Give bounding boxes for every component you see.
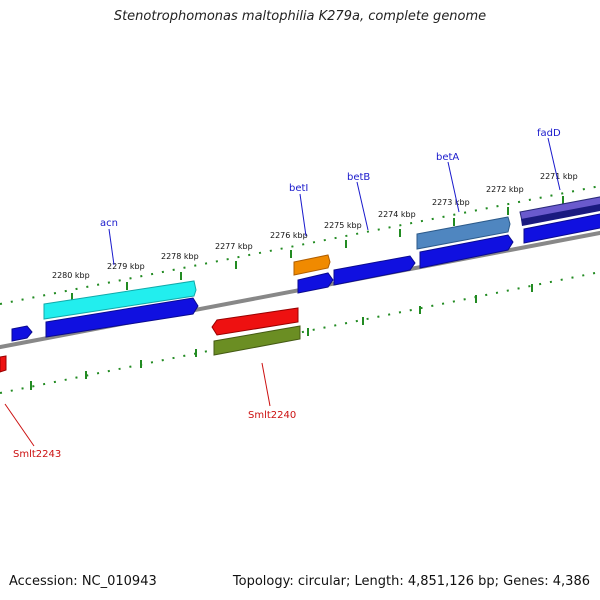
fadD-leader: [547, 137, 561, 191]
scale-label-2273: 2273 kbp: [432, 198, 470, 207]
fadD-gene-feature[interactable]: [519, 196, 600, 222]
betI-cds[interactable]: [297, 272, 334, 294]
major-ticks-upper: [71, 196, 564, 301]
scale-label-2276: 2276 kbp: [270, 231, 308, 240]
smlt2240-label[interactable]: Smlt2240: [248, 410, 296, 421]
betI-label[interactable]: betI: [289, 183, 308, 194]
accession-text: Accession: NC_010943: [9, 574, 157, 589]
smlt2243-cds[interactable]: [0, 355, 7, 373]
smlt2243-label[interactable]: Smlt2243: [13, 449, 61, 460]
scale-label-2280: 2280 kbp: [52, 271, 90, 280]
acn-gene-feature[interactable]: [43, 280, 197, 320]
smlt2240-cds[interactable]: [211, 307, 299, 336]
scale-label-2278: 2278 kbp: [161, 252, 199, 261]
betA-gene-feature[interactable]: [416, 216, 511, 250]
genome-summary-text: Topology: circular; Length: 4,851,126 bp…: [232, 574, 590, 589]
betB-leader: [356, 181, 369, 231]
small-cds-left[interactable]: [11, 325, 33, 342]
map-title: Stenotrophomonas maltophilia K279a, comp…: [113, 9, 487, 24]
betA-cds[interactable]: [419, 234, 514, 269]
betB-cds[interactable]: [333, 255, 416, 286]
scale-label-2272: 2272 kbp: [486, 185, 524, 194]
scale-label-2275: 2275 kbp: [324, 221, 362, 230]
fadD-label[interactable]: fadD: [537, 128, 561, 139]
fadD-cds[interactable]: [523, 213, 600, 244]
scale-label-2271: 2271 kbp: [540, 172, 578, 181]
betI-gene-feature[interactable]: [293, 254, 331, 276]
acn-label[interactable]: acn: [100, 218, 118, 229]
scale-label-2277: 2277 kbp: [215, 242, 253, 251]
betA-label[interactable]: betA: [436, 152, 459, 163]
scale-label-2274: 2274 kbp: [378, 210, 416, 219]
acn-cds[interactable]: [45, 297, 199, 338]
smlt2240-leader: [261, 362, 271, 407]
scale-label-2279: 2279 kbp: [107, 262, 145, 271]
acn-leader: [108, 228, 115, 266]
betB-label[interactable]: betB: [347, 172, 370, 183]
betI-leader: [299, 193, 307, 237]
smlt2240-gene-feature[interactable]: [213, 325, 301, 356]
betA-leader: [447, 161, 460, 213]
fadD-gene-band: [521, 203, 600, 226]
smlt2243-leader: [4, 403, 35, 447]
